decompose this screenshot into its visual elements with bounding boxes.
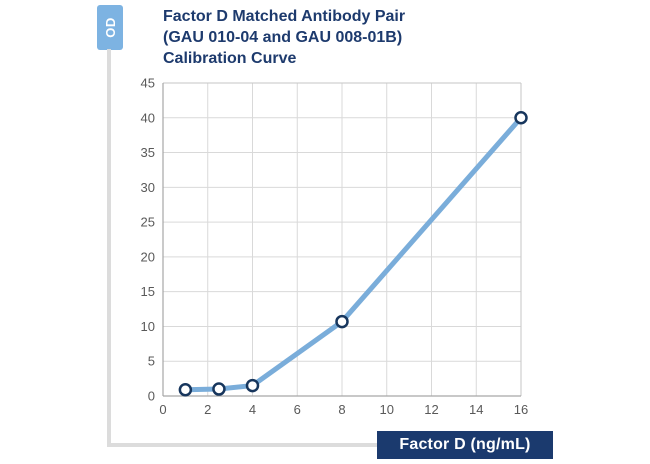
y-axis-decorative-bar bbox=[107, 49, 111, 447]
chart-title-line1: Factor D Matched Antibody Pair bbox=[163, 8, 406, 25]
calibration-line bbox=[182, 115, 524, 393]
x-axis-label: Factor D (ng/mL) bbox=[399, 436, 531, 453]
y-axis-badge: OD bbox=[97, 5, 123, 50]
data-point-marker bbox=[178, 382, 193, 397]
chart-svg: 0 5 10 15 20 25 30 35 40 45 0 2 4 6 8 10 12 14 16 bbox=[141, 76, 529, 418]
y-tick-label: 15 bbox=[141, 284, 155, 299]
y-tick-label: 0 bbox=[148, 389, 155, 404]
y-axis-badge-label: OD bbox=[102, 17, 118, 38]
y-tick-label: 40 bbox=[141, 110, 155, 125]
x-tick-label: 6 bbox=[294, 402, 301, 417]
x-tick-label: 4 bbox=[249, 402, 256, 417]
data-point-marker bbox=[245, 378, 260, 393]
data-point-marker bbox=[212, 382, 226, 396]
x-tick-label: 0 bbox=[159, 402, 166, 417]
y-tick-label: 10 bbox=[141, 319, 155, 334]
data-point-marker bbox=[514, 111, 528, 125]
y-tick-label: 5 bbox=[148, 354, 155, 369]
x-tick-label: 16 bbox=[514, 402, 528, 417]
y-tick-label: 35 bbox=[141, 145, 155, 160]
chart-title-line2: (GAU 010-04 and GAU 008-01B) bbox=[163, 29, 403, 46]
chart-title: Factor D Matched Antibody Pair (GAU 010-… bbox=[163, 6, 583, 69]
y-tick-label: 20 bbox=[141, 249, 155, 264]
x-tick-label: 10 bbox=[380, 402, 394, 417]
y-tick-label: 25 bbox=[141, 215, 155, 230]
calibration-curve-chart: 0 5 10 15 20 25 30 35 40 45 0 2 4 6 8 10 12 14 16 bbox=[130, 70, 540, 430]
x-tick-label: 8 bbox=[338, 402, 345, 417]
data-point-marker bbox=[335, 314, 349, 329]
x-axis-label-box: Factor D (ng/mL) bbox=[377, 431, 553, 459]
x-axis-decorative-bar bbox=[107, 443, 379, 447]
x-tick-label: 12 bbox=[424, 402, 438, 417]
x-tick-label: 14 bbox=[469, 402, 483, 417]
chart-title-line3: Calibration Curve bbox=[163, 50, 297, 67]
y-tick-label: 30 bbox=[141, 180, 155, 195]
y-tick-label: 45 bbox=[141, 76, 155, 91]
x-tick-label: 2 bbox=[204, 402, 211, 417]
